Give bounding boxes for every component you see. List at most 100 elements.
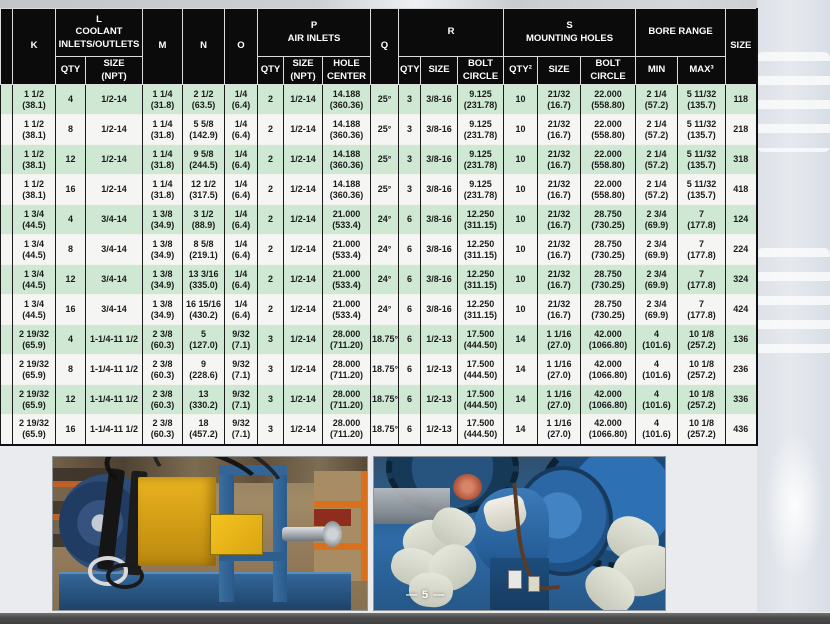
table-cell-r_size: 1/2-13 xyxy=(420,354,458,385)
table-cell-r_bolt: 9.125 (231.78) xyxy=(456,114,504,145)
table-cell-r_qty: 6 xyxy=(398,204,421,235)
table-cell-r_bolt: 12.250 (311.15) xyxy=(456,204,504,235)
table-cell-l_qty: 12 xyxy=(55,144,86,175)
right-photo-gear-drive: — 5 — xyxy=(373,456,666,611)
table-cell-p_qty: 2 xyxy=(257,234,284,265)
table-cell-r_size: 3/8-16 xyxy=(420,114,458,145)
table-cell-s_qty: 14 xyxy=(503,384,538,415)
table-cell-p_hole: 21.000 (533.4) xyxy=(322,234,371,265)
subheader-s-qty: QTY² xyxy=(503,56,539,85)
table-cell-bore_max: 7 (177.8) xyxy=(677,204,726,235)
table-row: 2 19/32 (65.9) 8 1-1/4-11 1/2 2 3/8 (60.3) 9… xyxy=(0,354,757,385)
table-cell-s_size: 1 1/16 (27.0) xyxy=(537,324,581,355)
table-cell-bore_max: 10 1/8 (257.2) xyxy=(677,384,726,415)
table-cell-size: 424 xyxy=(725,294,757,325)
table-cell-sliver xyxy=(0,174,13,205)
table-cell-sliver xyxy=(0,144,13,175)
table-cell-l_size: 1-1/4-11 1/2 xyxy=(85,384,143,415)
red-crate xyxy=(313,509,352,526)
table-row: 1 3/4 (44.5) 16 3/4-14 1 3/8 (34.9) 16 15/16… xyxy=(0,294,757,325)
table-cell-n: 2 1/2 (63.5) xyxy=(182,84,225,115)
table-cell-p_size: 1/2-14 xyxy=(283,84,323,115)
table-cell-k: 1 1/2 (38.1) xyxy=(12,144,56,175)
subheader-l-qty: QTY xyxy=(55,56,86,85)
table-cell-q: 25° xyxy=(370,144,399,175)
table-cell-p_qty: 2 xyxy=(257,144,284,175)
table-cell-o: 9/32 (7.1) xyxy=(224,354,258,385)
table-cell-size: 218 xyxy=(725,114,757,145)
table-cell-k: 2 19/32 (65.9) xyxy=(12,324,56,355)
table-cell-l_qty: 16 xyxy=(55,174,86,205)
table-cell-bore_min: 2 3/4 (69.9) xyxy=(635,264,678,295)
table-cell-n: 18 (457.2) xyxy=(182,414,225,445)
table-cell-r_qty: 3 xyxy=(398,144,421,175)
table-cell-sliver xyxy=(0,84,13,115)
specification-table: K L COOLANT INLETS/OUTLETS M N O P AIR I… xyxy=(0,8,758,446)
header-o: O xyxy=(224,8,258,85)
table-cell-m: 2 3/8 (60.3) xyxy=(142,414,183,445)
table-cell-r_bolt: 17.500 (444.50) xyxy=(456,324,504,355)
table-cell-m: 1 3/8 (34.9) xyxy=(142,264,183,295)
table-cell-s_qty: 10 xyxy=(503,144,538,175)
table-cell-p_size: 1/2-14 xyxy=(283,114,323,145)
table-cell-r_size: 3/8-16 xyxy=(420,174,458,205)
table-cell-r_size: 3/8-16 xyxy=(420,144,458,175)
table-cell-s_size: 21/32 (16.7) xyxy=(537,144,581,175)
table-cell-s_bolt: 28.750 (730.25) xyxy=(580,294,636,325)
table-cell-p_qty: 2 xyxy=(257,114,284,145)
table-cell-size: 124 xyxy=(725,204,757,235)
table-cell-o: 9/32 (7.1) xyxy=(224,324,258,355)
table-cell-bore_max: 5 11/32 (135.7) xyxy=(677,84,726,115)
table-cell-r_bolt: 9.125 (231.78) xyxy=(456,84,504,115)
table-cell-r_qty: 6 xyxy=(398,324,421,355)
table-cell-r_qty: 6 xyxy=(398,294,421,325)
table-cell-n: 12 1/2 (317.5) xyxy=(182,174,225,205)
table-cell-p_size: 1/2-14 xyxy=(283,294,323,325)
yellow-mounting-plate xyxy=(210,513,264,555)
table-cell-p_size: 1/2-14 xyxy=(283,324,323,355)
table-cell-sliver xyxy=(0,414,13,445)
table-cell-bore_max: 7 (177.8) xyxy=(677,264,726,295)
table-cell-s_qty: 14 xyxy=(503,324,538,355)
subheader-r-qty: QTY xyxy=(398,56,421,85)
table-cell-l_size: 3/4-14 xyxy=(85,294,143,325)
table-cell-q: 24° xyxy=(370,204,399,235)
table-row: 2 19/32 (65.9) 4 1-1/4-11 1/2 2 3/8 (60.3) 5… xyxy=(0,324,757,355)
table-cell-p_hole: 21.000 (533.4) xyxy=(322,294,371,325)
faded-machinery-background xyxy=(757,0,830,616)
table-cell-q: 24° xyxy=(370,234,399,265)
table-cell-size: 318 xyxy=(725,144,757,175)
table-cell-bore_max: 5 11/32 (135.7) xyxy=(677,144,726,175)
table-row: 1 1/2 (38.1) 16 1/2-14 1 1/4 (31.8) 12 1/2 (… xyxy=(0,174,757,205)
table-cell-p_size: 1/2-14 xyxy=(283,384,323,415)
table-cell-p_size: 1/2-14 xyxy=(283,354,323,385)
table-cell-s_qty: 10 xyxy=(503,294,538,325)
table-cell-bore_min: 2 1/4 (57.2) xyxy=(635,84,678,115)
table-cell-n: 3 1/2 (88.9) xyxy=(182,204,225,235)
table-cell-size: 418 xyxy=(725,174,757,205)
table-cell-s_bolt: 28.750 (730.25) xyxy=(580,264,636,295)
table-row: 1 3/4 (44.5) 8 3/4-14 1 3/8 (34.9) 8 5/8 (21… xyxy=(0,234,757,265)
table-cell-s_bolt: 28.750 (730.25) xyxy=(580,204,636,235)
table-cell-s_qty: 10 xyxy=(503,264,538,295)
table-cell-p_qty: 2 xyxy=(257,204,284,235)
table-cell-r_size: 3/8-16 xyxy=(420,204,458,235)
table-cell-l_qty: 8 xyxy=(55,114,86,145)
table-cell-bore_min: 4 (101.6) xyxy=(635,414,678,445)
table-cell-p_qty: 2 xyxy=(257,294,284,325)
red-flange xyxy=(452,473,482,500)
table-cell-s_size: 21/32 (16.7) xyxy=(537,234,581,265)
table-cell-r_bolt: 17.500 (444.50) xyxy=(456,354,504,385)
table-cell-p_qty: 3 xyxy=(257,354,284,385)
table-cell-size: 118 xyxy=(725,84,757,115)
table-cell-r_bolt: 17.500 (444.50) xyxy=(456,414,504,445)
header-s-mounting-holes: S MOUNTING HOLES xyxy=(503,8,637,57)
table-row: 1 1/2 (38.1) 8 1/2-14 1 1/4 (31.8) 5 5/8 (14… xyxy=(0,114,757,145)
table-cell-s_qty: 10 xyxy=(503,174,538,205)
table-cell-r_bolt: 12.250 (311.15) xyxy=(456,264,504,295)
header-bore-range: BORE RANGE xyxy=(635,8,727,57)
table-cell-n: 8 5/8 (219.1) xyxy=(182,234,225,265)
table-cell-size: 324 xyxy=(725,264,757,295)
table-cell-l_qty: 8 xyxy=(55,234,86,265)
subheader-s-size: SIZE xyxy=(537,56,582,85)
